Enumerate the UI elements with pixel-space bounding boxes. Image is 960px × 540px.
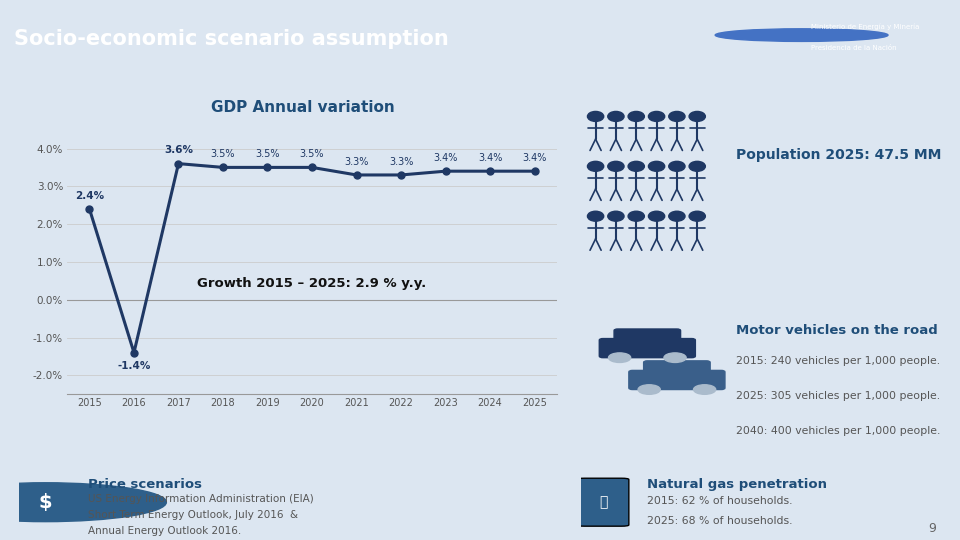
Text: 2015: 240 vehicles per 1,000 people.: 2015: 240 vehicles per 1,000 people. [736, 356, 940, 366]
Text: 2040: 400 vehicles per 1,000 people.: 2040: 400 vehicles per 1,000 people. [736, 426, 941, 436]
Text: -1.4%: -1.4% [117, 361, 151, 371]
FancyBboxPatch shape [629, 370, 725, 389]
Circle shape [648, 211, 664, 221]
Circle shape [628, 211, 644, 221]
Circle shape [608, 211, 624, 221]
Circle shape [669, 161, 685, 171]
Text: 3.3%: 3.3% [345, 157, 369, 167]
Text: 3.4%: 3.4% [478, 153, 502, 163]
Text: Ministerio de Energía y Minería: Ministerio de Energía y Minería [811, 23, 920, 30]
Text: Annual Energy Outlook 2016.: Annual Energy Outlook 2016. [87, 525, 241, 536]
FancyBboxPatch shape [577, 478, 629, 526]
Circle shape [648, 161, 664, 171]
Text: Presidencia de la Nación: Presidencia de la Nación [811, 45, 897, 51]
Text: 3.6%: 3.6% [164, 145, 193, 156]
FancyBboxPatch shape [643, 361, 710, 377]
Circle shape [0, 483, 166, 522]
Text: 2025: 305 vehicles per 1,000 people.: 2025: 305 vehicles per 1,000 people. [736, 391, 940, 401]
Circle shape [715, 29, 888, 42]
Circle shape [669, 211, 685, 221]
Circle shape [669, 111, 685, 122]
Text: 3.5%: 3.5% [255, 149, 279, 159]
Circle shape [638, 384, 660, 394]
Text: 3.3%: 3.3% [389, 157, 413, 167]
Circle shape [689, 161, 706, 171]
Text: Motor vehicles on the road: Motor vehicles on the road [736, 324, 938, 337]
Circle shape [588, 161, 604, 171]
Text: 2.4%: 2.4% [75, 191, 104, 201]
Circle shape [689, 211, 706, 221]
Text: 9: 9 [928, 522, 936, 535]
Text: Price scenarios: Price scenarios [87, 477, 202, 490]
Circle shape [588, 111, 604, 122]
Circle shape [588, 211, 604, 221]
Text: 3.4%: 3.4% [433, 153, 458, 163]
FancyBboxPatch shape [614, 329, 681, 345]
Text: Growth 2015 – 2025: 2.9 % y.y.: Growth 2015 – 2025: 2.9 % y.y. [198, 276, 426, 289]
Circle shape [648, 111, 664, 122]
Text: Short Term Energy Outlook, July 2016  &: Short Term Energy Outlook, July 2016 & [87, 510, 298, 520]
Text: Natural gas penetration: Natural gas penetration [647, 477, 828, 490]
Text: 3.5%: 3.5% [211, 149, 235, 159]
Circle shape [608, 161, 624, 171]
Text: 3.4%: 3.4% [522, 153, 547, 163]
Text: Socio-economic scenario assumption: Socio-economic scenario assumption [14, 29, 449, 49]
Circle shape [609, 353, 631, 362]
Circle shape [689, 111, 706, 122]
FancyBboxPatch shape [599, 339, 695, 357]
Text: 2025: 68 % of households.: 2025: 68 % of households. [647, 516, 793, 526]
Text: US Energy Information Administration (EIA): US Energy Information Administration (EI… [87, 495, 314, 504]
Circle shape [628, 161, 644, 171]
Circle shape [608, 111, 624, 122]
Text: GDP Annual variation: GDP Annual variation [210, 100, 395, 116]
Text: ⛽: ⛽ [599, 495, 607, 509]
Text: Population 2025: 47.5 MM: Population 2025: 47.5 MM [736, 148, 942, 162]
Text: 3.5%: 3.5% [300, 149, 324, 159]
Circle shape [664, 353, 686, 362]
Text: 2015: 62 % of households.: 2015: 62 % of households. [647, 496, 793, 506]
Circle shape [628, 111, 644, 122]
Circle shape [693, 384, 716, 394]
Text: $: $ [38, 492, 52, 512]
